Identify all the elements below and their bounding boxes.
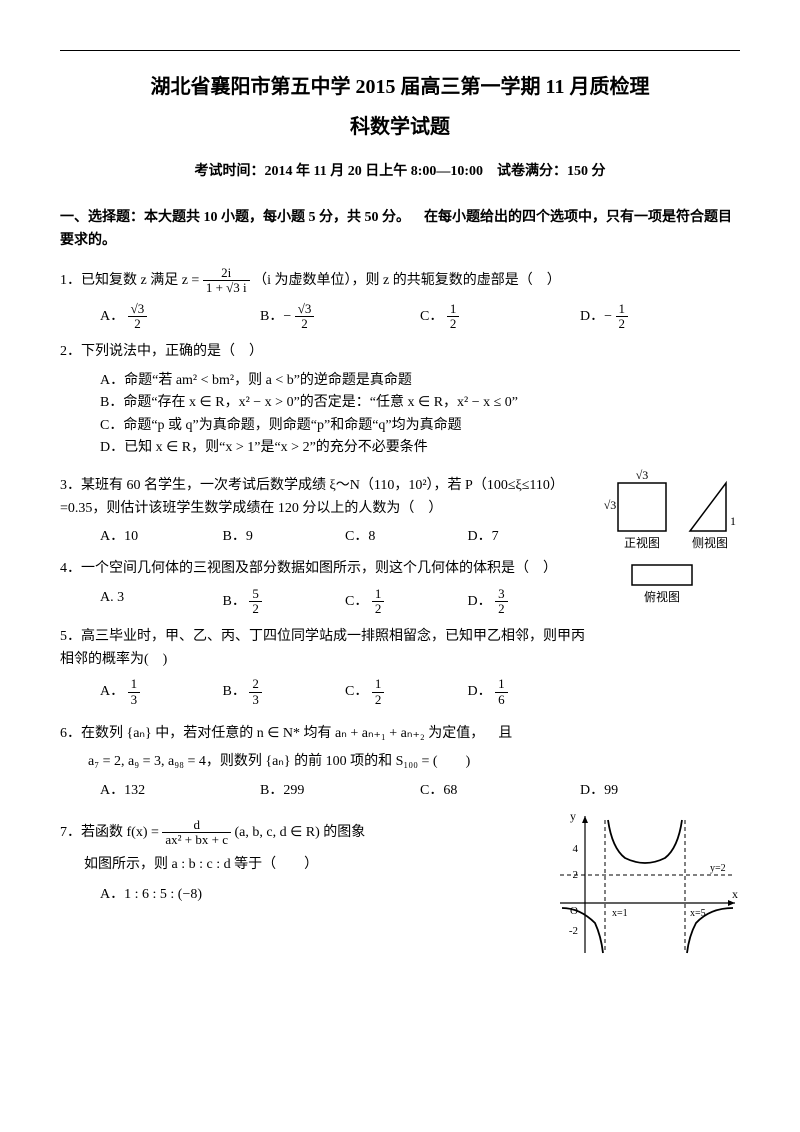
- q7-opt-a: A．1 : 6 : 5 : (−8): [100, 884, 540, 906]
- svg-text:√3: √3: [636, 468, 649, 482]
- q7-options: A．1 : 6 : 5 : (−8): [100, 884, 540, 906]
- q7-graph-figure: x y O 2 4 -2 x=1 x=5 y=2: [550, 808, 740, 958]
- q7-stem-b: (a, b, c, d ∈ R) 的图象: [235, 825, 366, 840]
- q5-opt-c: C． 12: [345, 677, 468, 707]
- q1-opt-b: B．− √32: [260, 302, 420, 332]
- q6-opt-c: C．68: [420, 780, 580, 802]
- svg-text:侧视图: 侧视图: [692, 535, 728, 550]
- svg-text:x=1: x=1: [612, 908, 628, 919]
- q4-options: A. 3 B． 52 C． 12 D． 32: [100, 587, 590, 617]
- svg-text:正视图: 正视图: [624, 535, 660, 550]
- q6-opt-b: B．299: [260, 780, 420, 802]
- svg-text:俯视图: 俯视图: [644, 589, 680, 604]
- q7-stem-c: 如图所示，则 a : b : c : d 等于（ ）: [84, 854, 540, 876]
- title-line-2: 科数学试题: [60, 111, 740, 143]
- q3-opt-c: C．8: [345, 526, 468, 548]
- q7-frac: d ax² + bx + c: [162, 818, 231, 848]
- q1-stem-a: 1．已知复数 z 满足 z =: [60, 273, 203, 288]
- question-2: 2．下列说法中，正确的是（ ）: [60, 341, 740, 363]
- q3-opt-d: D．7: [468, 526, 591, 548]
- svg-text:y: y: [570, 809, 576, 823]
- q3-opt-b: B．9: [223, 526, 346, 548]
- q1-stem-b: （i 为虚数单位），则 z 的共轭复数的虚部是（ ）: [253, 273, 561, 288]
- q5-opt-b: B． 23: [223, 677, 346, 707]
- svg-text:y=2: y=2: [710, 863, 726, 874]
- q3-options: A．10 B．9 C．8 D．7: [100, 526, 590, 548]
- q1-options: A． √32 B．− √32 C． 12 D．− 12: [100, 302, 740, 332]
- q7-stem-a: 7．若函数 f(x) =: [60, 825, 162, 840]
- q5-opt-a: A． 13: [100, 677, 223, 707]
- q2-options: A．命题“若 am² < bm²，则 a < b”的逆命题是真命题 B．命题“存…: [100, 370, 740, 460]
- q1-frac: 2i 1 + √3 i: [203, 266, 250, 296]
- title-line-1: 湖北省襄阳市第五中学 2015 届高三第一学期 11 月质检理: [60, 71, 740, 103]
- question-7: 7．若函数 f(x) = d ax² + bx + c (a, b, c, d …: [60, 818, 540, 848]
- question-5: 5．高三毕业时，甲、乙、丙、丁四位同学站成一排照相留念，已知甲乙相邻，则甲丙相邻…: [60, 626, 590, 671]
- q4-opt-c: C． 12: [345, 587, 468, 617]
- q6-stem-2: a₇ = 2, a₉ = 3, a₉₈ = 4，则数列 {aₙ} 的前 100 …: [88, 751, 740, 773]
- q1-opt-d: D．− 12: [580, 302, 740, 332]
- q1-opt-a: A． √32: [100, 302, 260, 332]
- q6-opt-a: A．132: [100, 780, 260, 802]
- exam-info: 考试时间：2014 年 11 月 20 日上午 8:00—10:00 试卷满分：…: [60, 161, 740, 183]
- q5-opt-d: D． 16: [468, 677, 591, 707]
- question-6: 6．在数列 {aₙ} 中，若对任意的 n ∈ N* 均有 aₙ + aₙ₊₁ +…: [60, 723, 740, 745]
- q4-opt-d: D． 32: [468, 587, 591, 617]
- q4-opt-b: B． 52: [223, 587, 346, 617]
- q1-opt-c: C． 12: [420, 302, 580, 332]
- svg-text:x: x: [732, 887, 738, 901]
- q2-opt-b: B．命题“存在 x ∈ R，x² − x > 0”的否定是：“任意 x ∈ R，…: [100, 392, 740, 414]
- svg-text:4: 4: [573, 843, 579, 855]
- question-3: 3．某班有 60 名学生，一次考试后数学成绩 ξ～N（110，10²），若 P（…: [60, 475, 590, 520]
- svg-text:√3: √3: [604, 498, 617, 512]
- section-1-heading: 一、选择题：本大题共 10 小题，每小题 5 分，共 50 分。 在每小题给出的…: [60, 207, 740, 252]
- q3-opt-a: A．10: [100, 526, 223, 548]
- q2-opt-d: D．已知 x ∈ R，则“x > 1”是“x > 2”的充分不必要条件: [100, 437, 740, 459]
- top-rule: [60, 50, 740, 51]
- q6-opt-d: D．99: [580, 780, 740, 802]
- q5-options: A． 13 B． 23 C． 12 D． 16: [100, 677, 590, 707]
- q2-opt-a: A．命题“若 am² < bm²，则 a < b”的逆命题是真命题: [100, 370, 740, 392]
- q4-opt-a: A. 3: [100, 587, 223, 617]
- svg-text:-2: -2: [569, 925, 578, 937]
- question-1: 1．已知复数 z 满足 z = 2i 1 + √3 i （i 为虚数单位），则 …: [60, 266, 740, 296]
- q4-three-views-figure: √3 √3 正视图 1 侧视图 俯视图: [600, 465, 740, 615]
- q2-opt-c: C．命题“p 或 q”为真命题，则命题“p”和命题“q”均为真命题: [100, 415, 740, 437]
- q6-options: A．132 B．299 C．68 D．99: [100, 780, 740, 802]
- svg-text:1: 1: [730, 514, 736, 528]
- question-4: 4．一个空间几何体的三视图及部分数据如图所示，则这个几何体的体积是（ ）: [60, 558, 590, 580]
